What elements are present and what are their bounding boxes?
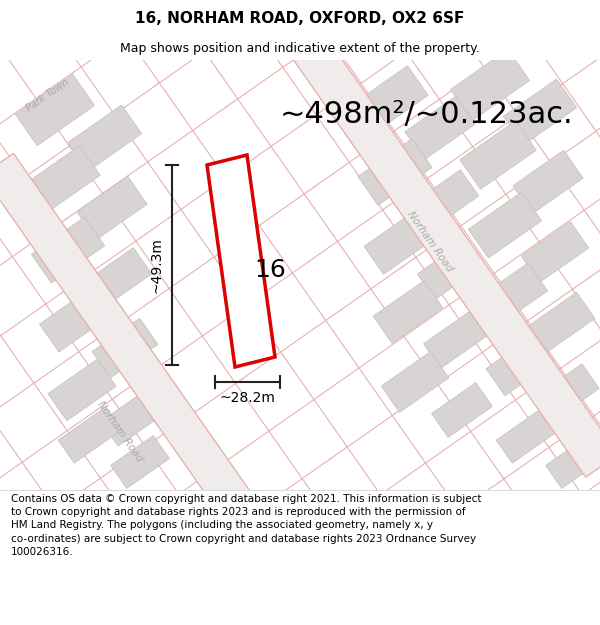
Text: 16: 16 (254, 258, 286, 282)
Polygon shape (24, 146, 100, 214)
Polygon shape (451, 49, 530, 121)
Polygon shape (48, 359, 116, 421)
Polygon shape (40, 288, 110, 352)
Polygon shape (101, 390, 163, 446)
Polygon shape (16, 74, 95, 146)
Polygon shape (424, 312, 487, 368)
Polygon shape (431, 382, 493, 438)
Polygon shape (352, 66, 428, 134)
Text: ~498m²/~0.123ac.: ~498m²/~0.123ac. (280, 101, 574, 129)
Polygon shape (418, 241, 482, 299)
Polygon shape (92, 318, 158, 378)
Polygon shape (207, 155, 275, 367)
Polygon shape (503, 79, 577, 145)
Text: Park Town: Park Town (25, 77, 71, 113)
Polygon shape (364, 210, 436, 274)
Polygon shape (496, 407, 560, 463)
Polygon shape (411, 169, 479, 231)
Polygon shape (84, 248, 152, 308)
Text: ~49.3m: ~49.3m (150, 237, 164, 293)
Text: Map shows position and indicative extent of the property.: Map shows position and indicative extent… (120, 42, 480, 55)
Polygon shape (110, 436, 169, 488)
Polygon shape (381, 352, 449, 412)
Polygon shape (405, 96, 475, 160)
Polygon shape (521, 222, 589, 282)
Text: ~28.2m: ~28.2m (220, 391, 275, 405)
Polygon shape (529, 292, 595, 352)
Polygon shape (0, 153, 358, 625)
Polygon shape (242, 0, 600, 478)
Polygon shape (469, 192, 542, 258)
Polygon shape (537, 364, 599, 420)
Text: Norham Road: Norham Road (95, 400, 145, 464)
Polygon shape (476, 263, 548, 327)
Polygon shape (486, 334, 554, 396)
Polygon shape (545, 436, 600, 488)
Text: 16, NORHAM ROAD, OXFORD, OX2 6SF: 16, NORHAM ROAD, OXFORD, OX2 6SF (136, 11, 464, 26)
Polygon shape (373, 281, 443, 343)
Polygon shape (31, 217, 104, 283)
Polygon shape (358, 139, 432, 205)
Polygon shape (77, 176, 147, 240)
Polygon shape (513, 150, 583, 214)
Polygon shape (68, 105, 142, 171)
Text: Contains OS data © Crown copyright and database right 2021. This information is : Contains OS data © Crown copyright and d… (11, 494, 481, 557)
Polygon shape (460, 121, 536, 189)
Text: Norham Road: Norham Road (406, 210, 455, 274)
Polygon shape (58, 407, 122, 463)
